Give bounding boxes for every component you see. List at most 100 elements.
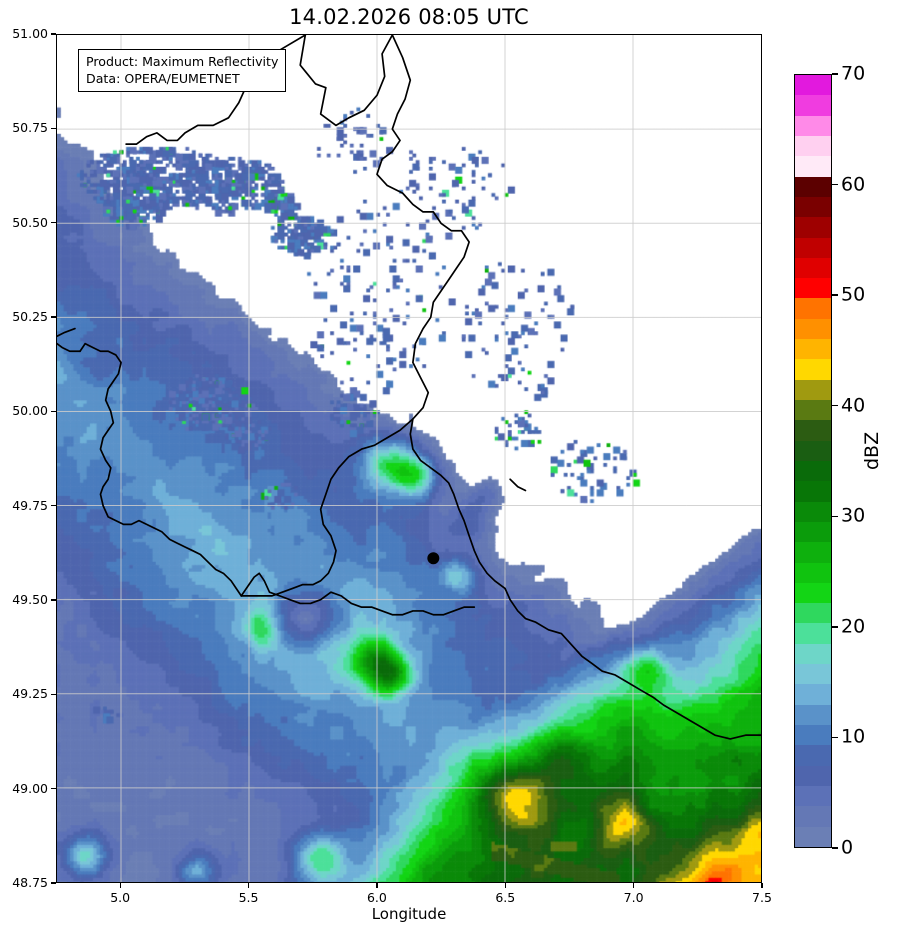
radar-plot-area[interactable] [56,34,762,883]
colorbar-band [795,521,831,543]
x-tick-label: 7.5 [752,890,772,905]
colorbar[interactable] [794,74,832,848]
colorbar-band [795,318,831,340]
colorbar-band [795,765,831,786]
y-tick-label: 50.50 [12,214,48,230]
colorbar-band [795,379,831,400]
y-tick-label: 49.75 [12,497,48,513]
colorbar-band [795,339,831,360]
colorbar-tick-label: 50 [841,283,866,306]
x-tick-mark [504,883,506,888]
y-tick-mark [51,33,56,35]
y-tick-mark [51,127,56,130]
colorbar-band [795,542,831,563]
colorbar-band [795,420,831,441]
x-tick-mark [119,883,121,888]
colorbar-band [795,745,831,766]
colorbar-tick-label: 70 [841,62,866,85]
colorbar-band [795,623,831,644]
colorbar-band [795,176,831,197]
location-marker[interactable] [427,552,440,565]
y-tick-mark [51,788,56,790]
colorbar-tick-mark [832,626,838,628]
x-tick-label: 6.5 [495,890,516,905]
colorbar-tick-mark [832,73,838,75]
colorbar-band [795,582,831,604]
colorbar-band [795,704,831,725]
colorbar-band [795,400,831,421]
info-product-line: Product: Maximum Reflectivity [86,54,279,69]
x-tick-mark [761,883,763,888]
colorbar-band [795,481,831,502]
y-tick-mark [51,222,56,224]
x-tick-mark [376,883,378,888]
x-tick-mark [247,883,250,888]
page-title: 14.02.2026 08:05 UTC [289,5,529,29]
x-tick-label: 7.0 [623,890,644,905]
colorbar-tick-label: 30 [841,504,866,527]
y-tick-label: 48.75 [12,874,48,890]
y-tick-label: 50.75 [12,120,48,136]
colorbar-band [795,603,831,624]
colorbar-band [795,440,831,461]
x-tick-label: 5.5 [238,890,259,905]
colorbar-band [795,664,831,685]
colorbar-band [795,237,831,258]
colorbar-band [795,826,831,847]
colorbar-tick-mark [832,515,838,517]
colorbar-band [795,785,831,807]
colorbar-band [795,115,831,136]
colorbar-band [795,196,831,218]
colorbar-band [795,156,831,177]
x-tick-label: 5.0 [110,890,131,905]
colorbar-band [795,806,831,827]
colorbar-tick-mark [832,405,838,407]
colorbar-band [795,278,831,299]
colorbar-band [795,725,831,746]
x-tick-label: 6.0 [366,890,387,905]
y-tick-label: 49.25 [12,686,48,702]
grid-lines [57,35,761,882]
colorbar-tick-mark [832,736,838,739]
y-axis-label: Latitude [0,398,3,460]
x-axis-label: Longitude [371,905,447,923]
y-tick-label: 50.25 [12,308,48,324]
y-tick-label: 50.00 [12,403,48,419]
radar-reflectivity-layer [57,35,761,882]
colorbar-band [795,643,831,665]
colorbar-band [795,257,831,279]
y-tick-mark [51,410,56,413]
colorbar-tick-label: 20 [841,615,866,638]
colorbar-band [795,217,831,238]
y-tick-mark [51,316,56,318]
colorbar-band [795,562,831,583]
colorbar-band [795,75,831,96]
colorbar-gradient [794,74,832,848]
colorbar-tick-label: 60 [841,173,866,196]
info-data-line: Data: OPERA/EUMETNET [86,71,240,86]
country-borders [57,35,761,740]
colorbar-tick-label: 0 [841,836,854,859]
product-info-box: Product: Maximum Reflectivity Data: OPER… [78,49,287,92]
colorbar-tick-mark [832,847,838,849]
colorbar-tick-label: 10 [841,725,866,748]
colorbar-tick-mark [832,183,838,186]
y-tick-mark [51,882,56,884]
y-tick-label: 49.50 [12,591,48,607]
colorbar-band [795,460,831,482]
colorbar-band [795,684,831,705]
colorbar-band [795,135,831,157]
colorbar-tick-mark [832,294,838,296]
y-tick-label: 51.00 [12,25,48,41]
colorbar-tick-label: 40 [841,394,866,417]
y-tick-mark [51,693,56,696]
y-tick-mark [51,599,56,601]
colorbar-band [795,95,831,116]
y-tick-label: 49.00 [12,780,48,796]
colorbar-band [795,501,831,522]
colorbar-band [795,298,831,319]
colorbar-label: dBZ [861,431,883,470]
colorbar-band [795,359,831,380]
x-tick-mark [633,883,635,888]
